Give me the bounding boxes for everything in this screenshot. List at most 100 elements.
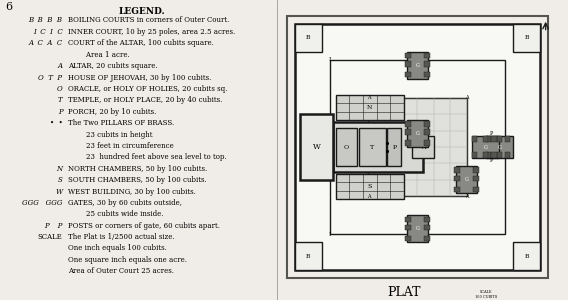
Text: B: B [524, 254, 529, 259]
Bar [424, 61, 431, 67]
Text: 23 feet in circumference: 23 feet in circumference [68, 142, 174, 150]
Text: INNER COURT, 10 by 25 poles, area 2.5 acres.: INNER COURT, 10 by 25 poles, area 2.5 ac… [68, 28, 235, 36]
Bar [424, 140, 431, 145]
Bar [404, 129, 411, 135]
Bar [486, 136, 513, 158]
Bar [359, 128, 386, 166]
Text: BOILING COURTS in corners of Outer Court.: BOILING COURTS in corners of Outer Court… [68, 16, 229, 25]
Bar [412, 136, 434, 158]
Text: W: W [55, 188, 62, 196]
Text: B: B [306, 254, 311, 259]
Text: SCALE
100 CUBITS: SCALE 100 CUBITS [474, 290, 497, 299]
Text: GATES, 30 by 60 cubits outside,: GATES, 30 by 60 cubits outside, [68, 199, 182, 207]
Bar [404, 140, 411, 145]
Text: B: B [306, 35, 311, 40]
Text: Area of Outer Court 25 acres.: Area of Outer Court 25 acres. [68, 267, 174, 275]
Text: 6: 6 [6, 2, 13, 11]
Text: T: T [370, 145, 374, 149]
Text: A: A [465, 194, 468, 199]
Text: G: G [498, 145, 501, 149]
Bar [424, 129, 431, 135]
Text: P: P [392, 145, 396, 149]
Text: I: I [329, 57, 331, 62]
Text: GGG   GGG: GGG GGG [22, 199, 62, 207]
Bar [336, 128, 357, 166]
Text: G: G [416, 63, 419, 68]
Bar [424, 225, 431, 230]
Text: G: G [416, 226, 419, 231]
Bar [454, 167, 460, 173]
Bar [456, 166, 478, 193]
Text: ORACLE, or HOLY OF HOLIES, 20 cubits sq.: ORACLE, or HOLY OF HOLIES, 20 cubits sq. [68, 85, 228, 93]
Text: 23  hundred feet above sea level to top.: 23 hundred feet above sea level to top. [68, 153, 227, 161]
Text: ALTAR, 20 cubits square.: ALTAR, 20 cubits square. [68, 62, 158, 70]
Text: I  C  I  C: I C I C [33, 28, 62, 36]
Text: O  T  P: O T P [39, 74, 62, 82]
Text: PORCH, 20 by 10 cubits.: PORCH, 20 by 10 cubits. [68, 108, 157, 116]
Text: A: A [465, 95, 468, 101]
Bar [404, 61, 411, 67]
Bar [404, 72, 411, 77]
Text: A: A [367, 95, 370, 101]
Text: P: P [490, 158, 492, 163]
Bar [472, 152, 478, 158]
Bar [369, 98, 466, 196]
Bar [483, 136, 488, 142]
Bar [404, 217, 411, 222]
Text: N: N [367, 105, 373, 110]
Bar [404, 53, 411, 58]
Text: O: O [344, 145, 349, 149]
Text: •  •: • • [50, 119, 62, 127]
Text: P: P [58, 108, 62, 116]
Text: W: W [312, 143, 320, 151]
Text: A: A [57, 62, 62, 70]
Bar [496, 136, 502, 142]
Text: S: S [367, 184, 372, 189]
Text: B  B  B  B: B B B B [28, 16, 62, 25]
Bar [486, 152, 491, 158]
Bar [424, 121, 431, 127]
Text: G: G [465, 177, 469, 182]
Bar [491, 152, 496, 158]
Bar [513, 242, 540, 270]
Bar [486, 136, 491, 142]
Bar [404, 236, 411, 241]
Text: P: P [490, 131, 492, 136]
Text: WEST BUILDING, 30 by 100 cubits.: WEST BUILDING, 30 by 100 cubits. [68, 188, 196, 196]
Bar [295, 242, 322, 270]
Text: The Two PILLARS OF BRASS.: The Two PILLARS OF BRASS. [68, 119, 174, 127]
Bar [454, 187, 460, 192]
Bar [387, 128, 401, 166]
Bar [483, 152, 488, 158]
Text: HOUSE OF JEHOVAH, 30 by 100 cubits.: HOUSE OF JEHOVAH, 30 by 100 cubits. [68, 74, 211, 82]
Text: PLAT: PLAT [387, 286, 420, 299]
Text: A  C  A  C: A C A C [28, 39, 62, 47]
Text: P    P: P P [44, 222, 62, 230]
Bar [300, 114, 333, 180]
Text: A: A [421, 145, 425, 149]
Text: COURT of the ALTAR, 100 cubits square.: COURT of the ALTAR, 100 cubits square. [68, 39, 214, 47]
Text: Area 1 acre.: Area 1 acre. [68, 51, 130, 59]
Bar [330, 60, 505, 234]
Bar [513, 24, 540, 52]
Text: B: B [524, 35, 529, 40]
Bar [424, 236, 431, 241]
Bar [424, 53, 431, 58]
Text: O: O [57, 85, 62, 93]
Bar [496, 152, 502, 158]
Text: A: A [367, 194, 370, 199]
Text: NORTH CHAMBERS, 50 by 100 cubits.: NORTH CHAMBERS, 50 by 100 cubits. [68, 165, 207, 173]
Bar [336, 174, 404, 199]
Bar [333, 122, 423, 172]
Text: LEGEND.: LEGEND. [119, 8, 165, 16]
Text: I: I [329, 232, 331, 237]
Text: One inch equals 100 cubits.: One inch equals 100 cubits. [68, 244, 167, 253]
Bar [424, 217, 431, 222]
Text: The Plat is 1/2500 actual size.: The Plat is 1/2500 actual size. [68, 233, 175, 241]
Text: TEMPLE, or HOLY PLACE, 20 by 40 cubits.: TEMPLE, or HOLY PLACE, 20 by 40 cubits. [68, 96, 223, 104]
Bar [472, 136, 478, 142]
Bar [404, 225, 411, 230]
Text: N: N [56, 165, 62, 173]
Text: T: T [58, 96, 62, 104]
Bar [404, 121, 411, 127]
